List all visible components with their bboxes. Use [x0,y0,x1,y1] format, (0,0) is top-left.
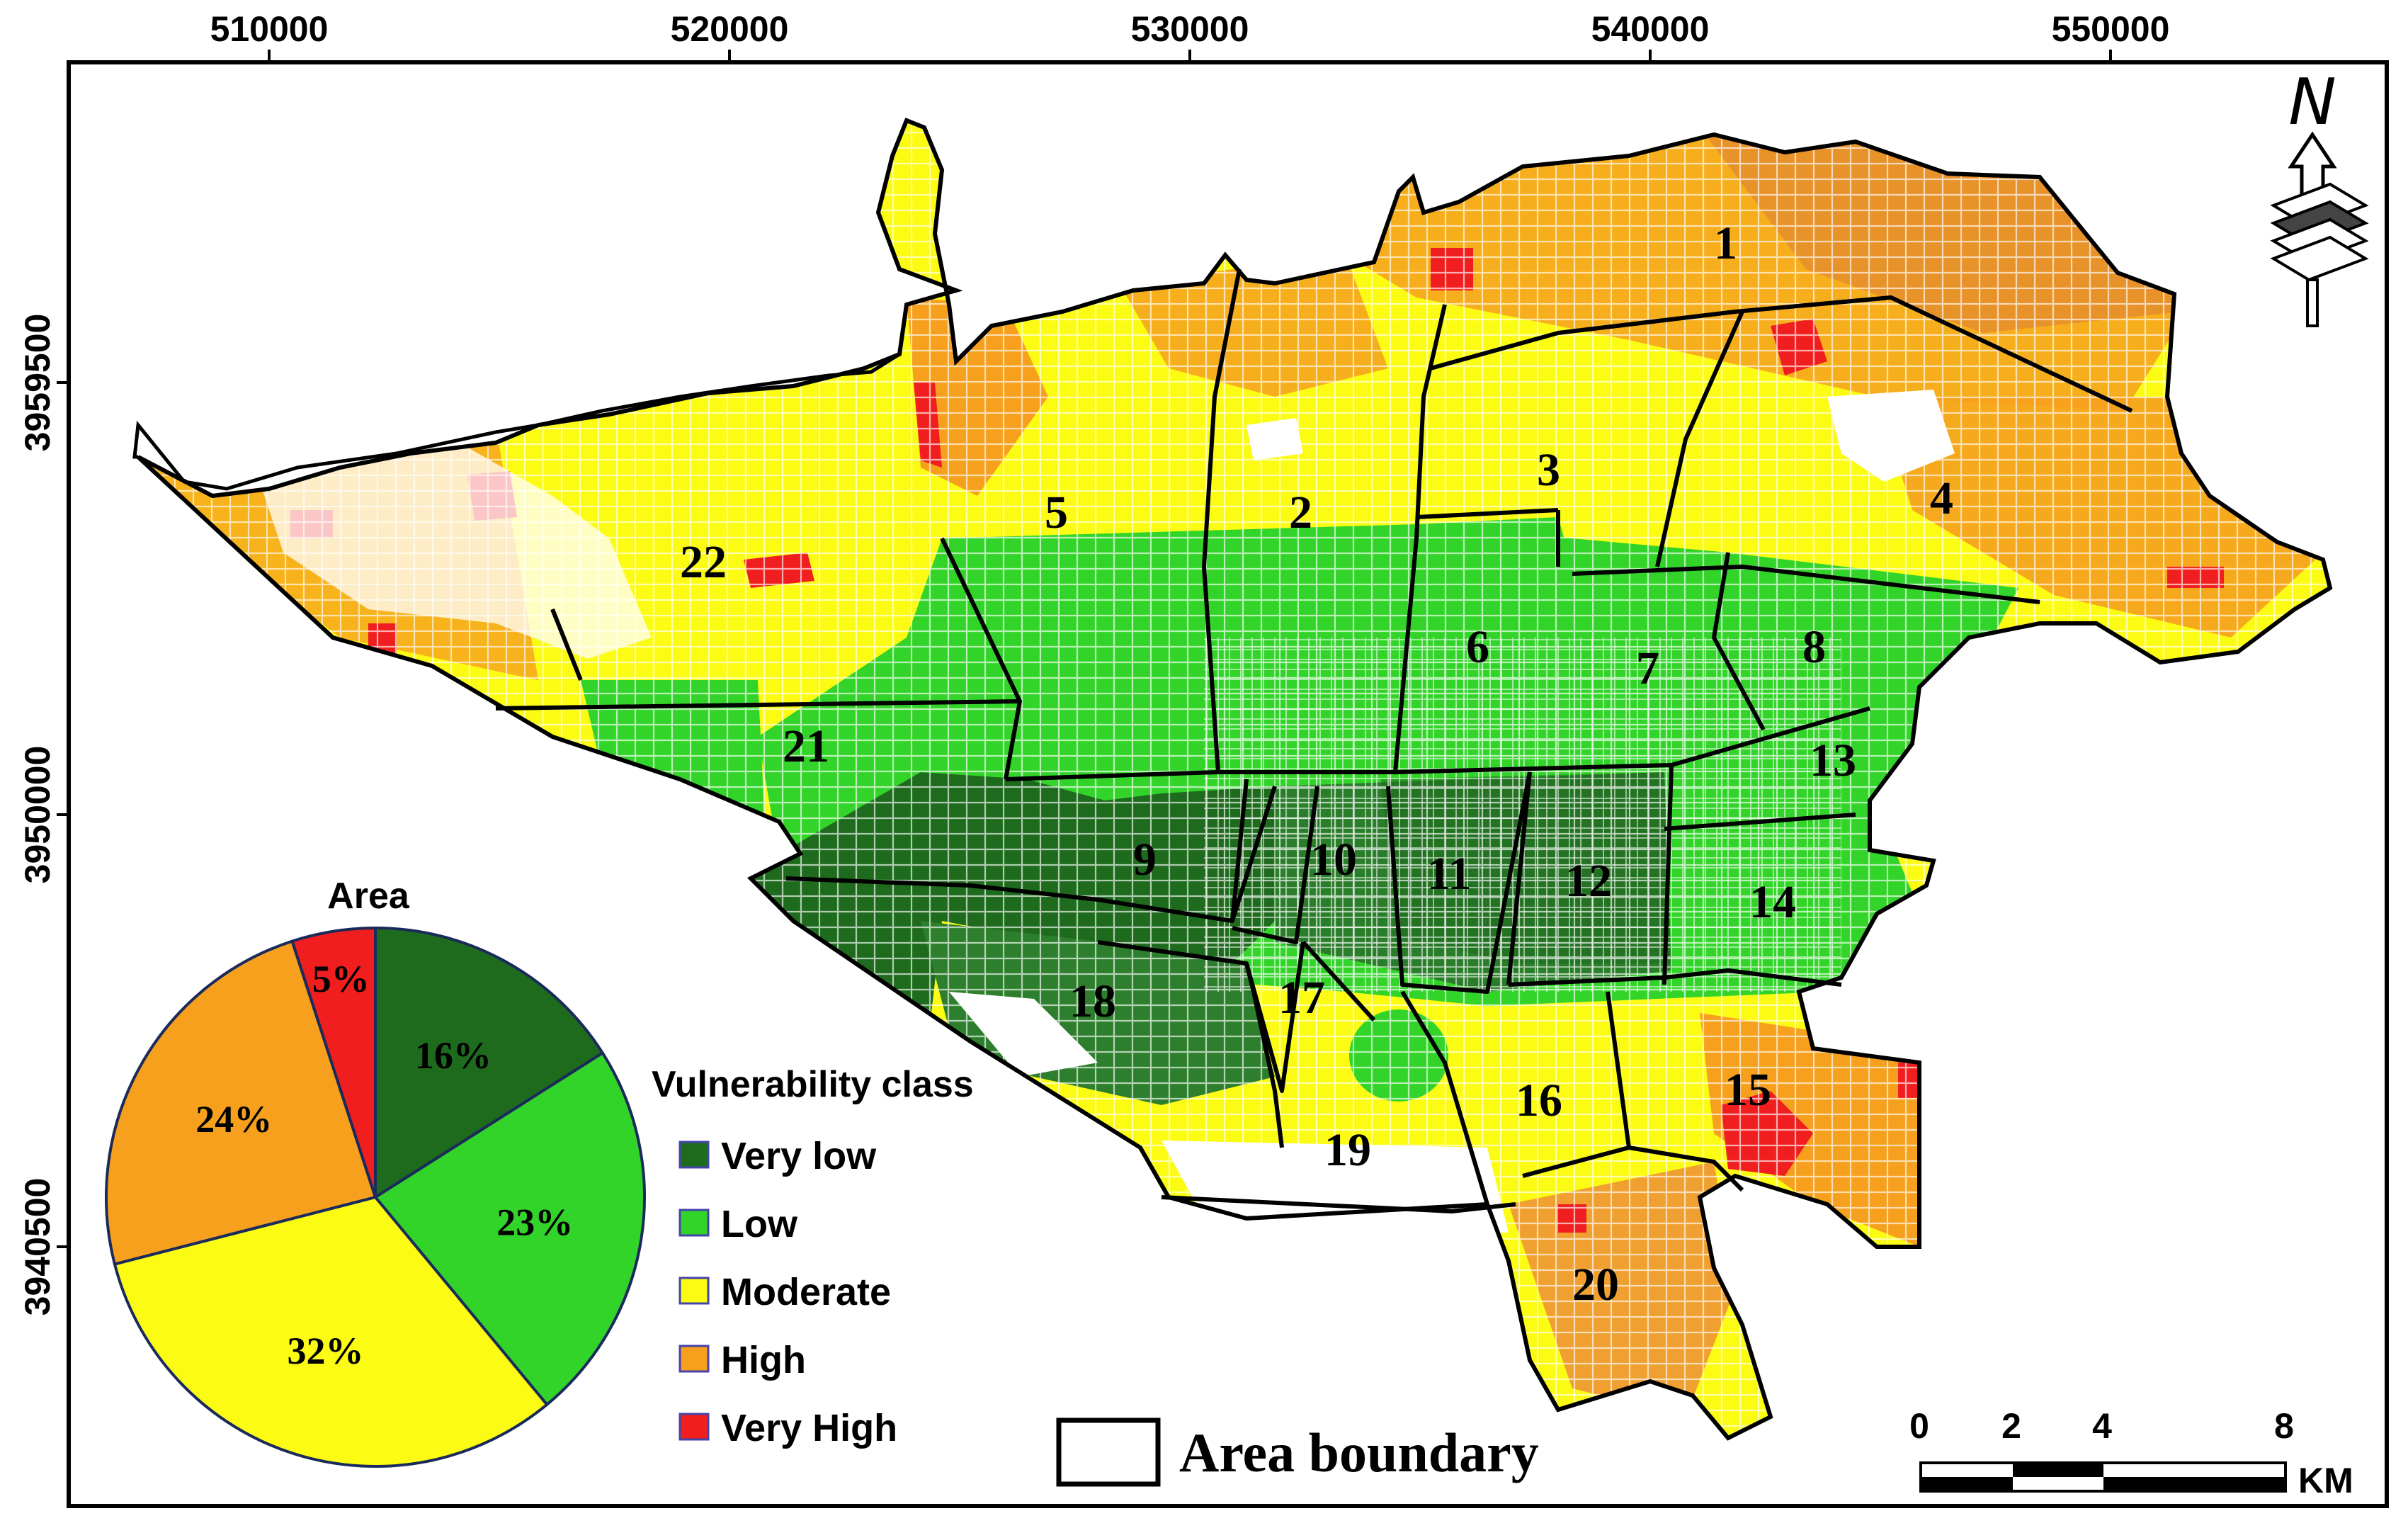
district-label: 22 [680,536,727,588]
pie-slice-label: 5% [312,958,370,1000]
legend-title: Vulnerability class [652,1064,974,1105]
pie-slice-label: 16% [415,1034,492,1077]
district-label: 20 [1572,1259,1619,1311]
district-label: 5 [1045,487,1068,538]
legend-label: Low [721,1203,798,1245]
district-label: 19 [1324,1124,1371,1176]
district-label: 9 [1133,834,1157,885]
scale-bar: 0 2 4 8 KM [1909,1406,2353,1500]
district-label: 4 [1930,472,1953,524]
district-label: 3 [1537,444,1560,496]
scale-tick-label: 0 [1909,1406,1929,1446]
scale-unit: KM [2298,1461,2353,1500]
pie-slice [290,926,377,1198]
district-boundaries [495,268,2133,1213]
scale-tick-label: 8 [2274,1406,2294,1446]
district-label: 11 [1427,848,1471,900]
district-label: 13 [1810,735,1856,786]
scale-tick-label: 4 [2092,1406,2112,1446]
pie-slice [105,939,377,1266]
pie-slice-label: 32% [288,1330,364,1372]
district-label: 1 [1714,217,1737,269]
north-arrow-icon: N [2270,65,2369,327]
pie-title: Area [327,876,410,917]
y-tick-label: 3940500 [18,1178,57,1316]
district-label: 6 [1466,621,1489,673]
area-pie-chart: 16% 23% 32% 24% 5% [105,926,646,1468]
legend-swatch [678,1345,710,1373]
legend-label: Very low [721,1135,877,1177]
district-label: 15 [1725,1064,1771,1116]
north-label: N [2288,65,2336,140]
x-tick-label: 520000 [671,9,789,49]
pie-slice [374,926,605,1200]
pie-slice [113,1195,550,1468]
district-label: 12 [1565,855,1612,907]
district-label: 10 [1310,834,1357,885]
legend-swatch [678,1277,710,1305]
pie-slice-label: 23% [496,1201,573,1244]
district-label: 21 [783,720,829,772]
legend-swatch [678,1141,710,1169]
district-label: 14 [1749,876,1796,928]
boundary-legend-label: Area boundary [1179,1422,1539,1483]
x-tick-label: 510000 [210,9,329,49]
boundary-legend-swatch [1056,1417,1161,1487]
legend: Very low Low Moderate High Very High [678,1135,897,1449]
y-tick-label: 3950000 [18,746,57,884]
district-label: 16 [1516,1075,1562,1126]
y-tick-label: 3959500 [18,314,57,452]
district-label: 2 [1289,487,1312,538]
district-label: 18 [1069,975,1116,1027]
frame-tick-marks [57,50,2112,1248]
legend-swatch [678,1209,710,1237]
x-tick-label: 550000 [2052,9,2170,49]
district-label: 7 [1636,643,1659,694]
legend-label: Very High [721,1407,897,1449]
legend-swatch [678,1413,710,1441]
pie-slice-label: 24% [195,1098,272,1141]
x-tick-label: 530000 [1131,9,1249,49]
district-label: 17 [1278,972,1325,1024]
pie-slice [373,1051,646,1407]
district-label: 8 [1802,621,1826,673]
legend-label: High [721,1339,806,1381]
scale-tick-label: 2 [2001,1406,2021,1446]
x-tick-label: 540000 [1591,9,1710,49]
legend-label: Moderate [721,1271,891,1313]
district-labels: 1 2 3 4 5 6 7 8 9 10 11 12 13 14 15 16 1… [680,217,1953,1311]
